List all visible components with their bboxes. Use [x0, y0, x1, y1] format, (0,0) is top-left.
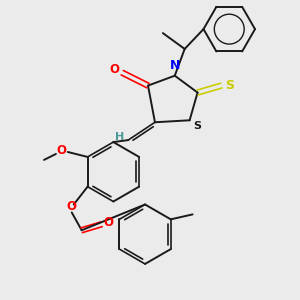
Text: H: H: [115, 132, 124, 142]
Text: N: N: [169, 59, 180, 72]
Text: O: O: [109, 63, 119, 76]
Text: S: S: [225, 79, 234, 92]
Text: S: S: [194, 121, 202, 131]
Text: O: O: [67, 200, 77, 213]
Text: O: O: [103, 216, 113, 229]
Text: O: O: [57, 143, 67, 157]
